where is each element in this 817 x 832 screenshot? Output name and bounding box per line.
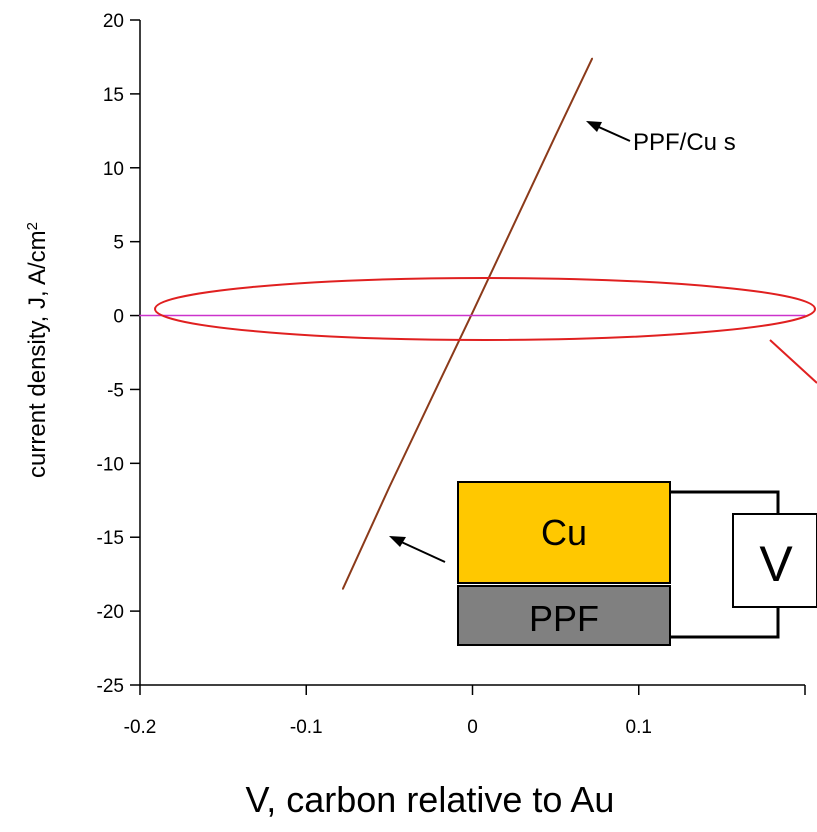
y-tick-label: 10 (103, 159, 124, 180)
x-tick-label: -0.2 (124, 717, 157, 738)
x-axis-label: V, carbon relative to Au (246, 779, 615, 820)
inset-voltmeter-label: V (759, 536, 793, 592)
y-tick-label: -15 (97, 528, 124, 549)
data-point (554, 134, 557, 137)
y-tick-label: 20 (103, 11, 124, 32)
inset-cu-box (457, 481, 671, 584)
data-point (342, 588, 344, 590)
x-tick-label: 0 (467, 717, 478, 738)
inset-wire-top (670, 490, 780, 514)
y-axis-label-main: current density, J, A/cm (24, 230, 51, 478)
x-tick-label: 0.1 (626, 717, 652, 738)
data-point (139, 314, 141, 317)
y-tick-label: -20 (97, 602, 124, 623)
y-tick-label: -10 (97, 454, 124, 475)
y-tick-label: 0 (113, 307, 124, 328)
inset-ppf-label: PPF (529, 598, 599, 639)
inset-ppf-box (457, 585, 671, 646)
annotation-arrowhead-top (586, 121, 602, 132)
axes: 20 15 10 5 0 -5 -10 -15 -20 -25-0.2 -0.1 0 0.1 (97, 11, 806, 738)
data-point (388, 486, 391, 488)
data-point (591, 57, 593, 60)
y-axis-label-sup: 2 (24, 222, 41, 230)
data-point (471, 311, 474, 314)
annotation-arrow-bottom (396, 539, 446, 563)
series-layer (139, 57, 806, 590)
data-point (438, 381, 441, 383)
y-tick-label: -25 (97, 676, 124, 697)
annotation-arrowhead-bottom (389, 536, 406, 547)
x-tick-label: -0.1 (290, 717, 323, 738)
data-point (504, 240, 507, 243)
y-tick-label: 5 (113, 233, 124, 254)
highlight-ellipse (154, 277, 816, 341)
inset-voltmeter-box (732, 513, 817, 608)
y-axis-label: current density, J, A/cm2 (24, 222, 52, 478)
annotation-top-label: PPF/Cu s (633, 129, 736, 156)
inset-cu-label: Cu (541, 512, 587, 553)
ellipse-pointer-line (769, 339, 817, 384)
y-tick-label: 15 (103, 85, 124, 106)
inset-wire-bottom (670, 607, 780, 639)
y-tick-label: -5 (107, 380, 124, 401)
